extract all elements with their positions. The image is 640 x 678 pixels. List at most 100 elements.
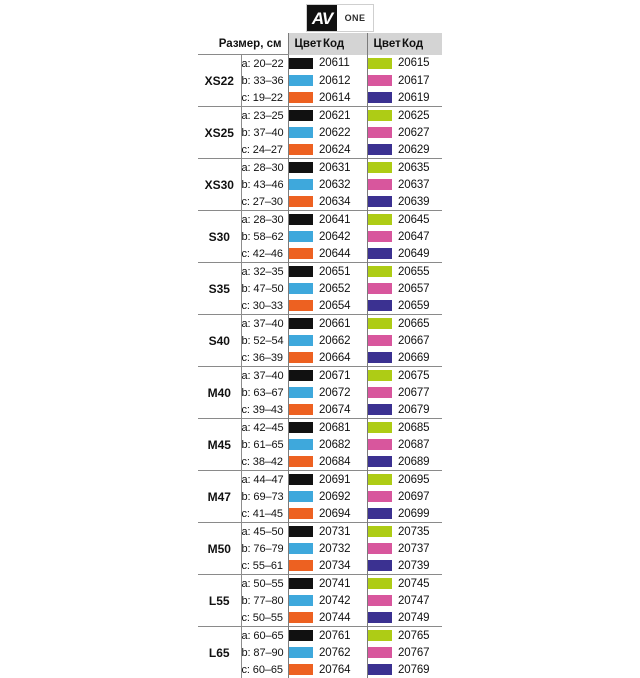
measurement-cell: c: 27–30 — [241, 193, 288, 211]
color-swatch-cell-2 — [367, 384, 398, 401]
color-swatch-cell-1 — [288, 228, 319, 245]
code-cell-1: 20732 — [319, 540, 367, 557]
code-cell-2: 20735 — [398, 523, 442, 541]
code-cell-1: 20764 — [319, 661, 367, 678]
code-cell-1: 20614 — [319, 89, 367, 107]
color-swatch-cell-1 — [288, 471, 319, 489]
swatch-lime-icon — [368, 162, 392, 173]
color-swatch-cell-1 — [288, 488, 319, 505]
measurement-cell: b: 43–46 — [241, 176, 288, 193]
swatch-black-icon — [289, 422, 313, 433]
swatch-blue-icon — [289, 647, 313, 658]
color-swatch-cell-2 — [367, 471, 398, 489]
code-cell-1: 20742 — [319, 592, 367, 609]
code-cell-2: 20615 — [398, 55, 442, 73]
color-swatch-cell-1 — [288, 401, 319, 419]
color-swatch-cell-1 — [288, 505, 319, 523]
swatch-orange-icon — [289, 196, 313, 207]
swatch-orange-icon — [289, 248, 313, 259]
code-cell-2: 20629 — [398, 141, 442, 159]
measurement-cell: a: 32–35 — [241, 263, 288, 281]
size-label: S30 — [198, 211, 241, 263]
measurement-cell: c: 24–27 — [241, 141, 288, 159]
code-cell-2: 20697 — [398, 488, 442, 505]
swatch-pink-icon — [368, 231, 392, 242]
color-swatch-cell-2 — [367, 280, 398, 297]
swatch-pink-icon — [368, 647, 392, 658]
color-swatch-cell-1 — [288, 453, 319, 471]
swatch-black-icon — [289, 630, 313, 641]
code-cell-1: 20681 — [319, 419, 367, 437]
swatch-lime-icon — [368, 110, 392, 121]
swatch-orange-icon — [289, 560, 313, 571]
swatch-indigo-icon — [368, 456, 392, 467]
code-cell-1: 20692 — [319, 488, 367, 505]
code-cell-2: 20659 — [398, 297, 442, 315]
measurement-cell: c: 55–61 — [241, 557, 288, 575]
code-cell-2: 20667 — [398, 332, 442, 349]
size-label: S35 — [198, 263, 241, 315]
color-swatch-cell-2 — [367, 488, 398, 505]
code-cell-2: 20685 — [398, 419, 442, 437]
measurement-cell: a: 45–50 — [241, 523, 288, 541]
code-cell-2: 20695 — [398, 471, 442, 489]
size-label: XS22 — [198, 55, 241, 107]
header-row: Размер, см Цвет Код Цвет Код — [198, 33, 442, 55]
code-cell-2: 20699 — [398, 505, 442, 523]
measurement-cell: c: 38–42 — [241, 453, 288, 471]
swatch-black-icon — [289, 474, 313, 485]
swatch-blue-icon — [289, 439, 313, 450]
color-swatch-cell-1 — [288, 141, 319, 159]
measurement-cell: a: 20–22 — [241, 55, 288, 73]
size-label: M47 — [198, 471, 241, 523]
color-swatch-cell-1 — [288, 592, 319, 609]
color-swatch-cell-2 — [367, 401, 398, 419]
swatch-lime-icon — [368, 266, 392, 277]
table-header: Размер, см Цвет Код Цвет Код — [198, 33, 442, 55]
swatch-pink-icon — [368, 543, 392, 554]
color-swatch-cell-2 — [367, 159, 398, 177]
code-cell-1: 20761 — [319, 627, 367, 645]
color-swatch-cell-1 — [288, 107, 319, 125]
code-cell-2: 20737 — [398, 540, 442, 557]
color-swatch-cell-1 — [288, 575, 319, 593]
size-label: M50 — [198, 523, 241, 575]
color-swatch-cell-1 — [288, 159, 319, 177]
color-swatch-cell-2 — [367, 575, 398, 593]
code-cell-2: 20649 — [398, 245, 442, 263]
measurement-cell: a: 28–30 — [241, 159, 288, 177]
measurement-cell: b: 33–36 — [241, 72, 288, 89]
swatch-black-icon — [289, 370, 313, 381]
color-swatch-cell-1 — [288, 297, 319, 315]
swatch-orange-icon — [289, 456, 313, 467]
color-swatch-cell-1 — [288, 176, 319, 193]
swatch-orange-icon — [289, 92, 313, 103]
code-cell-2: 20769 — [398, 661, 442, 678]
measurement-cell: b: 61–65 — [241, 436, 288, 453]
measurement-cell: c: 39–43 — [241, 401, 288, 419]
swatch-black-icon — [289, 214, 313, 225]
code-cell-2: 20635 — [398, 159, 442, 177]
code-cell-2: 20617 — [398, 72, 442, 89]
code-cell-2: 20679 — [398, 401, 442, 419]
header-code-1: Код — [319, 33, 367, 55]
size-label: L65 — [198, 627, 241, 678]
code-cell-1: 20634 — [319, 193, 367, 211]
color-swatch-cell-2 — [367, 263, 398, 281]
swatch-pink-icon — [368, 179, 392, 190]
swatch-lime-icon — [368, 578, 392, 589]
code-cell-2: 20747 — [398, 592, 442, 609]
measurement-cell: c: 19–22 — [241, 89, 288, 107]
swatch-pink-icon — [368, 595, 392, 606]
code-cell-1: 20744 — [319, 609, 367, 627]
code-cell-1: 20662 — [319, 332, 367, 349]
color-swatch-cell-2 — [367, 419, 398, 437]
measurement-cell: b: 77–80 — [241, 592, 288, 609]
code-cell-1: 20621 — [319, 107, 367, 125]
